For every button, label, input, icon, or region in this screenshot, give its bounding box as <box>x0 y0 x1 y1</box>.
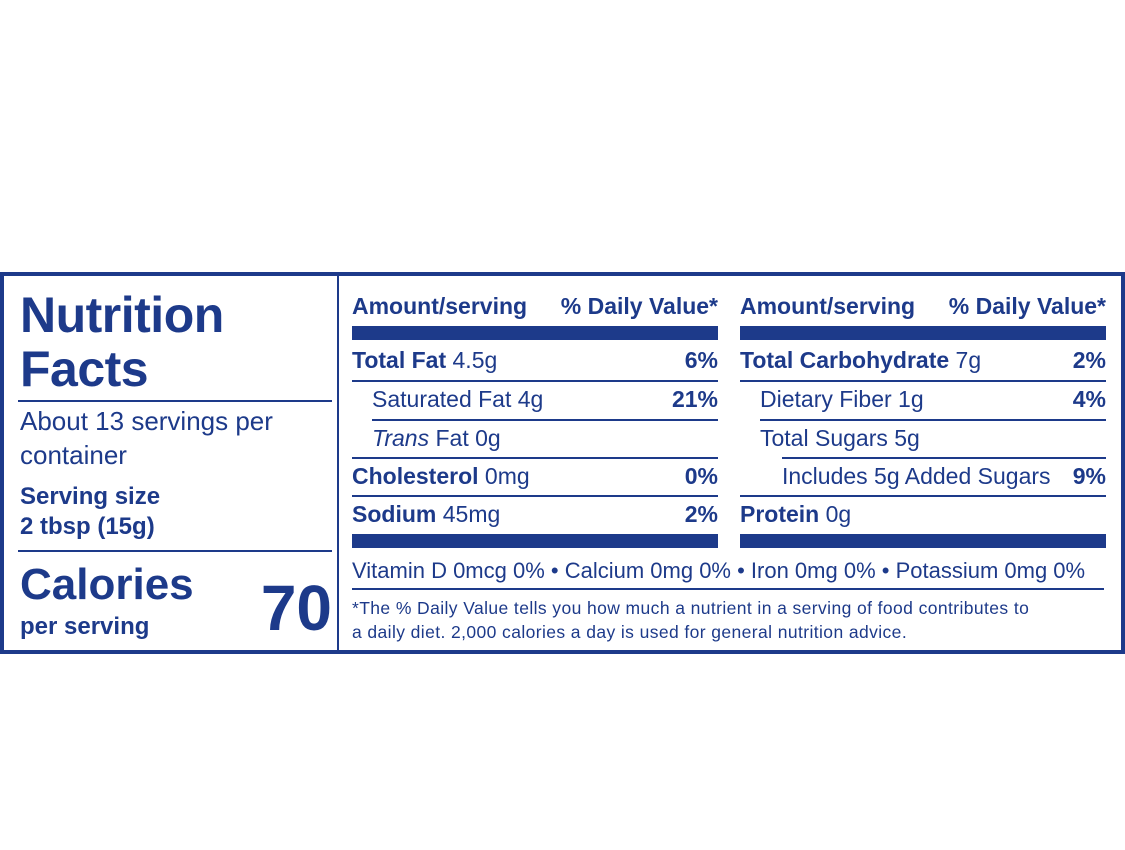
serving-size-label: Serving size <box>20 483 161 510</box>
nutrient-amount: Dietary Fiber 1g <box>760 386 924 412</box>
servings-per-container: About 13 servings per container <box>20 406 273 470</box>
nutrient-dv: 2% <box>1072 347 1106 373</box>
row-divider <box>352 588 1104 590</box>
nutrient-dv: 0% <box>684 463 718 489</box>
row-divider <box>740 495 1106 497</box>
nutrient-dv: 6% <box>684 347 718 373</box>
row-divider <box>372 419 718 421</box>
row-divider <box>740 380 1106 382</box>
nutrient-name-italic: Trans <box>372 425 430 451</box>
calories-per-serving: per serving <box>20 613 150 640</box>
column-header: Amount/serving % Daily Value* <box>352 290 718 322</box>
nutrition-label: Nutrition Facts About 13 servings per co… <box>0 272 1125 654</box>
nutrient-row: Includes 5g Added Sugars 9% <box>740 458 1106 495</box>
thick-bar <box>352 326 718 340</box>
label-left-panel: Nutrition Facts About 13 servings per co… <box>18 276 332 650</box>
nutrient-amount: 0g <box>825 501 852 527</box>
nutrient-amount: 7g <box>955 347 982 373</box>
row-divider <box>760 419 1106 421</box>
footnote-line: a daily diet. 2,000 calories a day is us… <box>352 622 908 642</box>
serving-size: Serving size 2 tbsp (15g) <box>20 482 320 542</box>
nutrient-amount: 4.5g <box>452 347 498 373</box>
nutrient-amount: 0mg <box>484 463 530 489</box>
calories-value: 70 <box>260 572 332 644</box>
nutrition-facts-title: Nutrition Facts <box>20 287 224 397</box>
amount-serving-header: Amount/serving <box>352 293 528 319</box>
nutrient-row: Cholesterol 0mg 0% <box>352 458 718 495</box>
nutrient-row: Saturated Fat 4g 21% <box>352 381 718 418</box>
nutrient-amount: Fat 0g <box>435 425 501 451</box>
nutrient-dv: 4% <box>1072 386 1106 412</box>
nutrient-dv: 21% <box>671 386 718 412</box>
vitamins-minerals-line: Vitamin D 0mcg 0% • Calcium 0mg 0% • Iro… <box>352 558 1086 583</box>
nutrient-row: Sodium 45mg 2% <box>352 496 718 533</box>
nutrient-name: Protein <box>740 501 820 527</box>
thick-bar <box>740 534 1106 548</box>
nutrient-row: Total Sugars 5g <box>740 420 1106 457</box>
nutrient-dv: 9% <box>1072 463 1106 489</box>
nutrient-dv: 2% <box>684 501 718 527</box>
row-divider <box>352 457 718 459</box>
calories-label: Calories <box>20 560 194 609</box>
row-divider <box>352 380 718 382</box>
row-divider <box>352 495 718 497</box>
row-divider <box>782 457 1106 459</box>
daily-value-header: % Daily Value* <box>560 293 718 319</box>
thick-bar <box>740 326 1106 340</box>
divider <box>18 400 332 402</box>
nutrient-name: Total Fat <box>352 347 447 373</box>
serving-size-value: 2 tbsp (15g) <box>20 513 155 540</box>
nutrient-row: Total Carbohydrate 7g 2% <box>740 342 1106 379</box>
amount-serving-header: Amount/serving <box>740 293 916 319</box>
vertical-divider <box>337 276 339 650</box>
nutrient-amount: Saturated Fat 4g <box>372 386 544 412</box>
nutrient-row: Dietary Fiber 1g 4% <box>740 381 1106 418</box>
nutrient-name: Sodium <box>352 501 437 527</box>
thick-bar <box>352 534 718 548</box>
nutrient-row: Total Fat 4.5g 6% <box>352 342 718 379</box>
divider <box>18 550 332 552</box>
nutrient-row: Protein 0g <box>740 496 1106 533</box>
footnote-line: *The % Daily Value tells you how much a … <box>352 598 1030 618</box>
nutrient-amount: 45mg <box>442 501 501 527</box>
nutrient-amount: Includes 5g Added Sugars <box>782 463 1051 489</box>
column-header: Amount/serving % Daily Value* <box>740 290 1106 322</box>
nutrient-name: Cholesterol <box>352 463 479 489</box>
nutrient-amount: Total Sugars 5g <box>760 425 920 451</box>
daily-value-footnote: *The % Daily Value tells you how much a … <box>352 596 1112 644</box>
nutrient-row: Trans Fat 0g <box>352 420 718 457</box>
daily-value-header: % Daily Value* <box>948 293 1106 319</box>
nutrient-name: Total Carbohydrate <box>740 347 950 373</box>
